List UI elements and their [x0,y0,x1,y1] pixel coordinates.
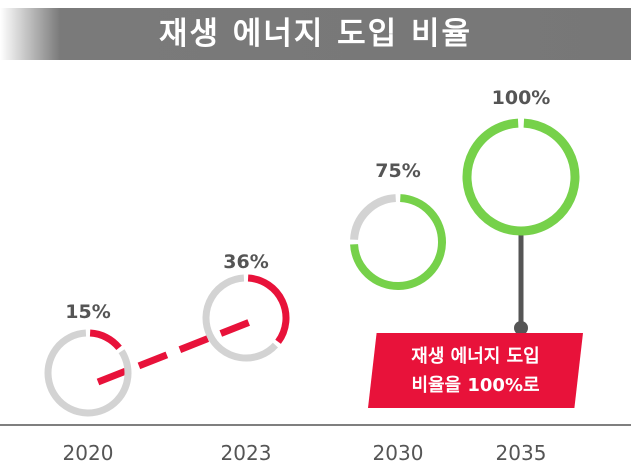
ring-value-2023 [247,274,290,344]
value-label-2020: 15% [65,301,110,323]
ring-remainder-2030 [350,194,397,241]
ring-value-2035 [462,118,580,236]
x-tick-label-2023: 2023 [221,441,272,465]
x-tick-label-2030: 2030 [373,441,424,465]
callout-anchor-dot [514,321,528,335]
callout-line-2: 비율을 100%로 [411,374,540,396]
target-callout: 재생 에너지 도입 비율을 100%로 [368,333,583,408]
callout-text: 재생 에너지 도입 비율을 100%로 [368,333,583,408]
callout-background [368,333,583,408]
ring-value-2030 [350,194,446,290]
title-banner [0,8,631,60]
x-tick-label-2035: 2035 [496,441,547,465]
trend-dash-line [96,318,252,386]
x-tick-label-2020: 2020 [63,441,114,465]
ring-value-2020 [89,329,122,351]
ring-remainder-2023 [202,274,279,362]
value-label-2030: 75% [375,160,420,182]
chart-title: 재생 에너지 도입 비율 [158,16,473,52]
ring-remainder-2020 [44,329,132,417]
value-label-2023: 36% [223,251,268,273]
callout-line-1: 재생 에너지 도입 [411,345,540,367]
value-label-2035: 100% [492,87,551,109]
